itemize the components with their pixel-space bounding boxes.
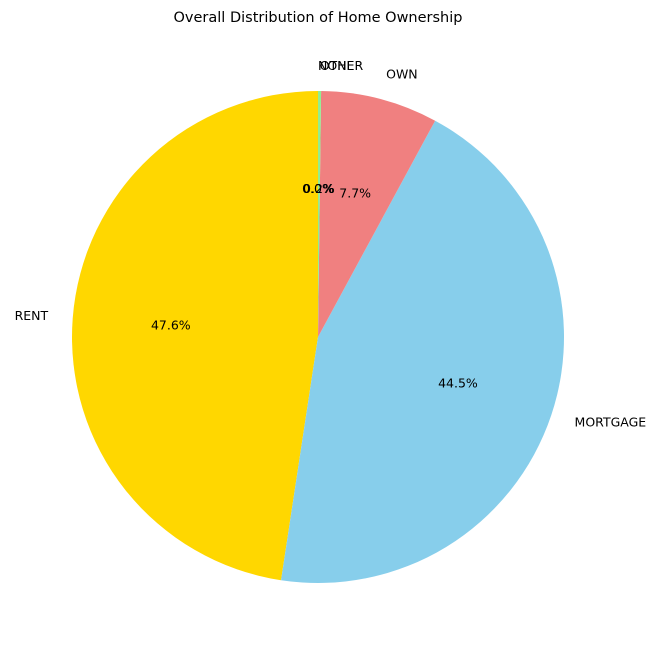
pie-percent-labels: 47.6% 44.5% 7.7% 0.2%0.0% [151,181,478,391]
slice-label-rent: RENT [15,308,49,323]
slice-percent-rent: 47.6% [151,317,191,332]
slice-percent-own: 7.7% [339,186,371,201]
pie-slice-mortgage [281,120,564,584]
slice-label-none: NONE [318,58,355,73]
pie-slice-own [318,91,436,337]
chart-title: Overall Distribution of Home Ownership [174,10,463,26]
slice-label-other: OTHER [320,58,364,73]
pie-slices [72,91,564,584]
slice-percent-mortgage: 44.5% [438,375,478,390]
pie-slice-rent [72,91,318,581]
pie-slice-other [318,91,322,337]
slice-percent-other: 0.2% [303,181,335,196]
slice-percent-none: 0.0% [302,181,334,196]
slice-label-mortgage: MORTGAGE [575,415,647,430]
slice-label-own: OWN [386,67,418,82]
